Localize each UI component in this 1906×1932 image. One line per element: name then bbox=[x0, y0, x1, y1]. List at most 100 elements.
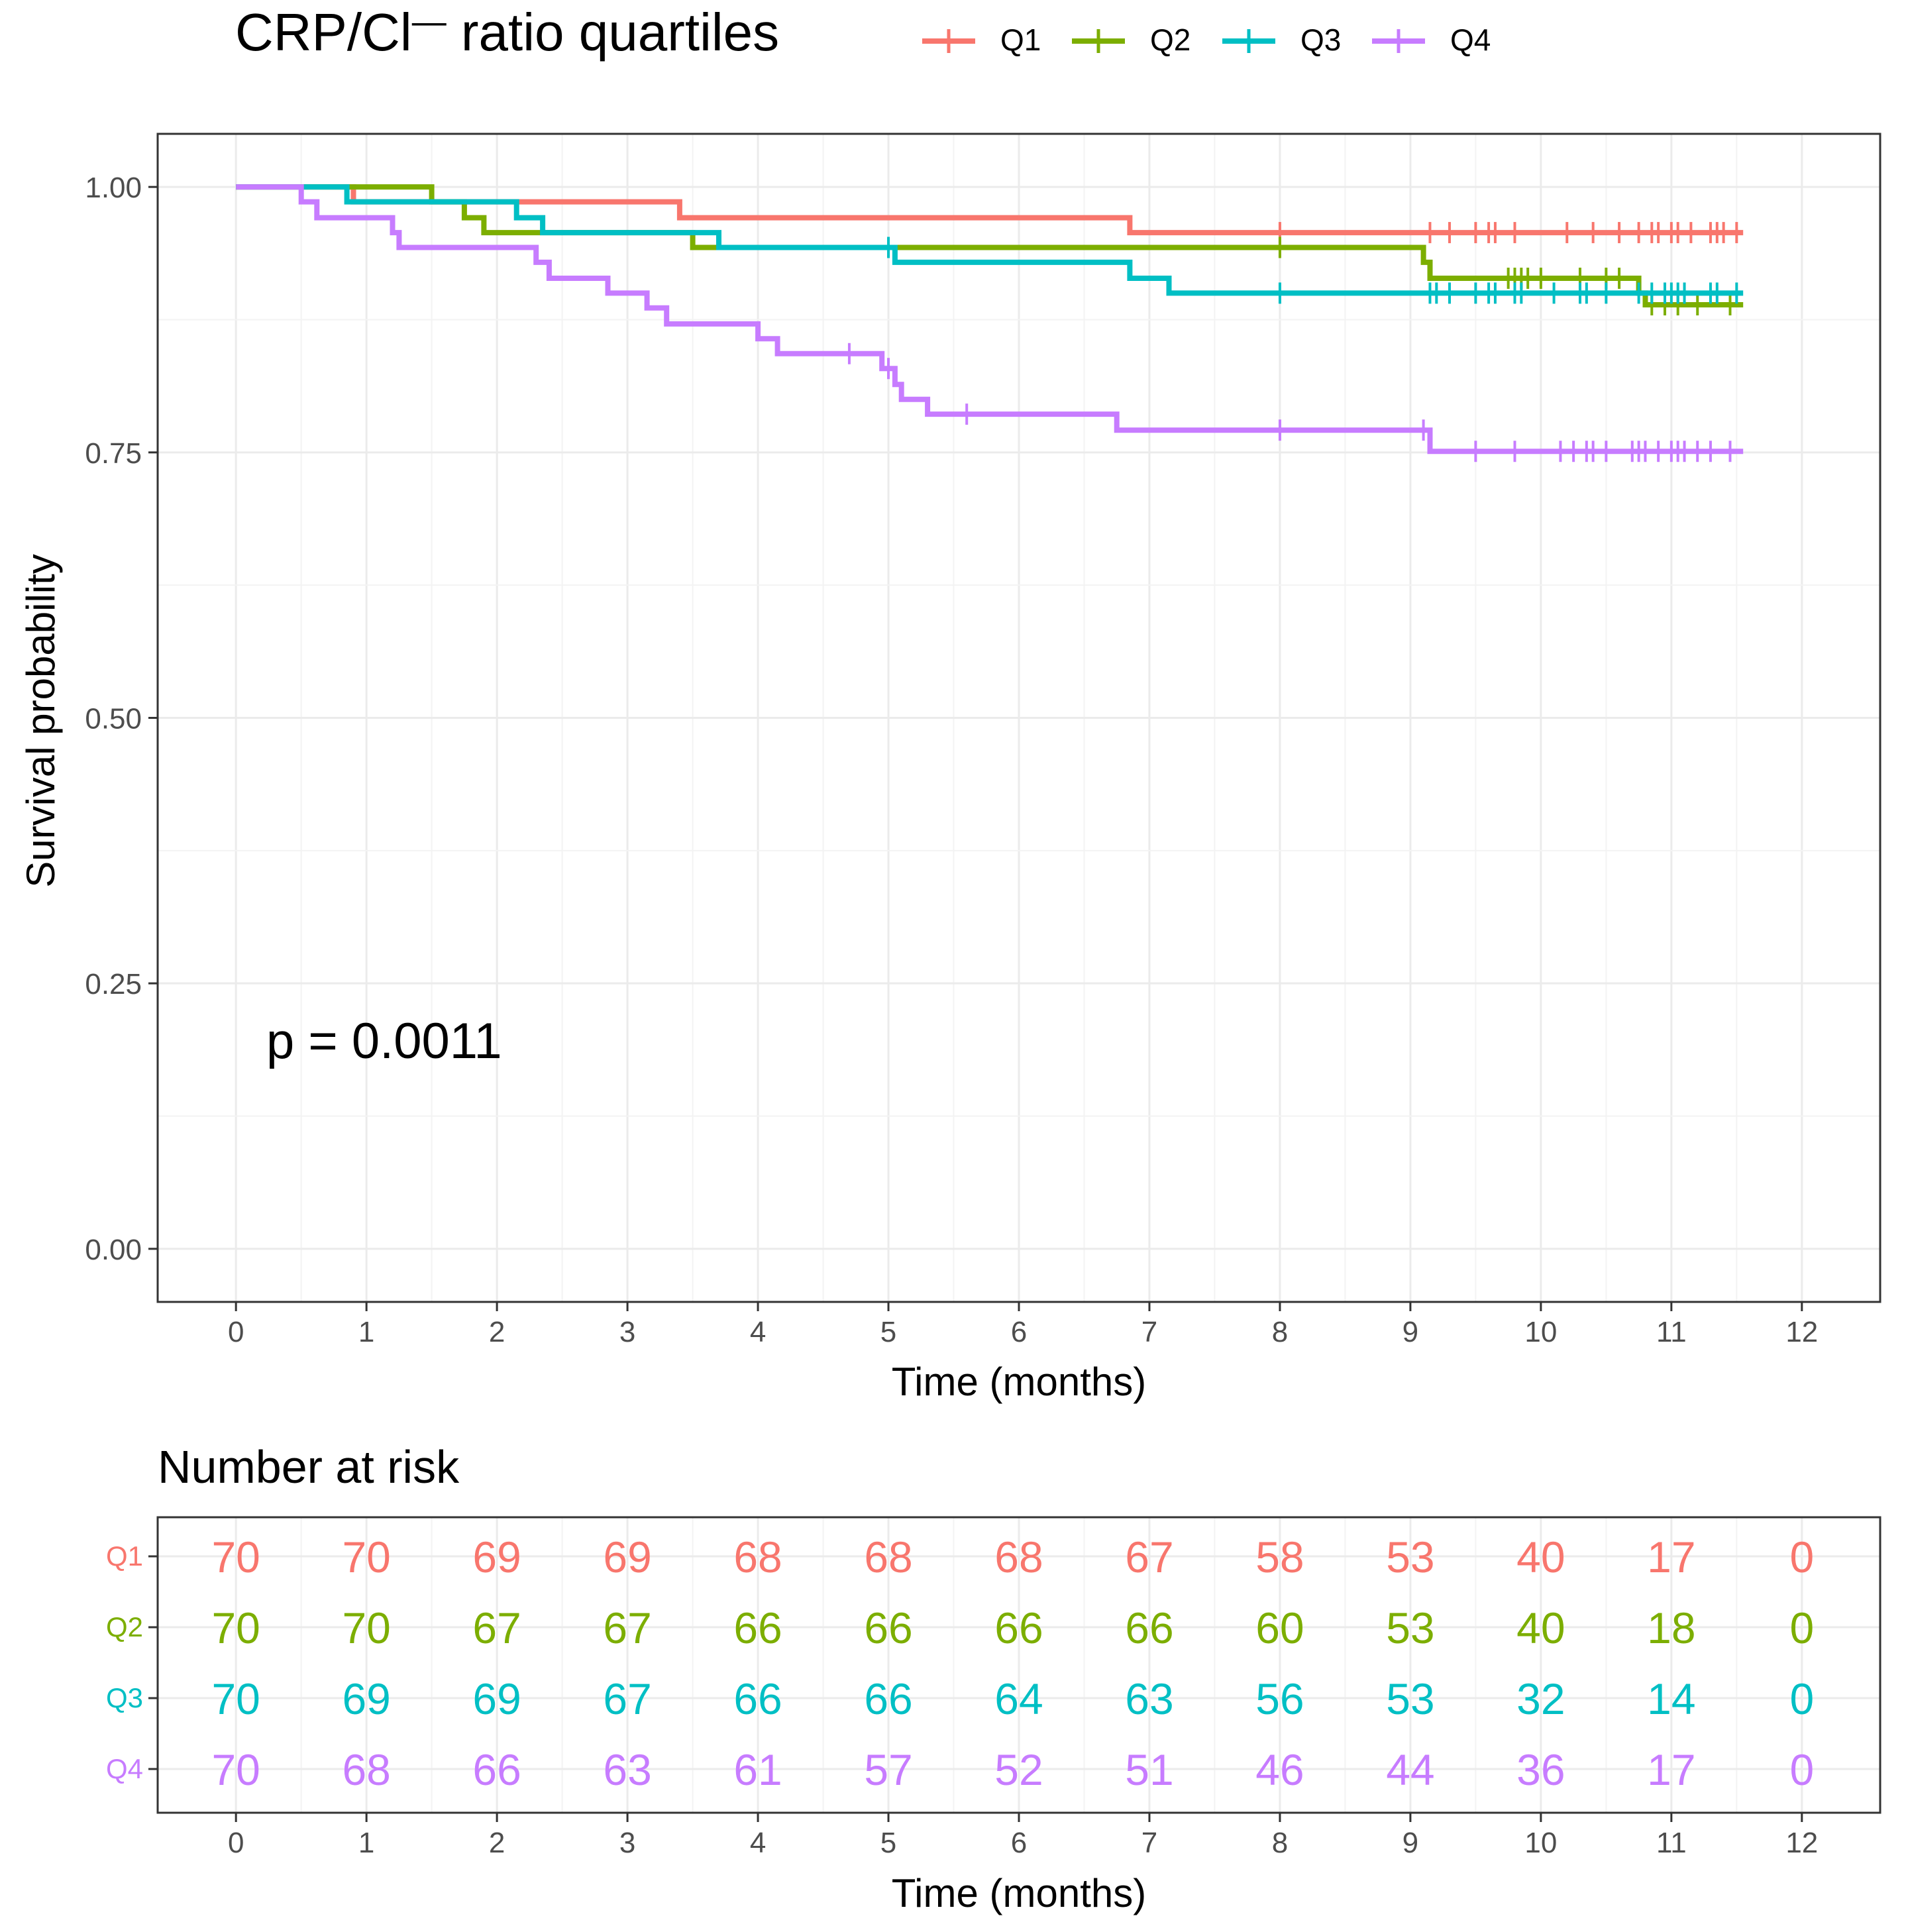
risk-cell: 68 bbox=[342, 1745, 390, 1794]
risk-cell: 0 bbox=[1789, 1674, 1814, 1723]
risk-cell: 67 bbox=[603, 1603, 651, 1652]
risk-cell: 0 bbox=[1789, 1603, 1814, 1652]
y-tick-label: 0.00 bbox=[85, 1234, 142, 1266]
risk-cell: 0 bbox=[1789, 1745, 1814, 1794]
risk-cell: 66 bbox=[864, 1674, 912, 1723]
risk-cell: 66 bbox=[864, 1603, 912, 1652]
x-tick-label: 8 bbox=[1272, 1316, 1288, 1348]
risk-table: Number at risk 70 70 69 69 68 68 68 67 58 53 40 17 0… bbox=[106, 1441, 1881, 1915]
legend-entry-q1: Q1 bbox=[922, 23, 1041, 57]
risk-cell: 17 bbox=[1647, 1745, 1695, 1794]
x-tick-label: 0 bbox=[228, 1316, 244, 1348]
x-tick-label: 7 bbox=[1141, 1316, 1157, 1348]
x-axis-ticks: 0 1 2 3 4 5 6 7 8 9 10 11 12 bbox=[228, 1302, 1818, 1348]
risk-cell: 40 bbox=[1516, 1603, 1565, 1652]
risk-x-tick-label: 6 bbox=[1011, 1827, 1027, 1859]
y-tick-label: 0.50 bbox=[85, 703, 142, 735]
y-axis-ticks: 0.00 0.25 0.50 0.75 1.00 bbox=[85, 172, 158, 1266]
risk-cell: 53 bbox=[1386, 1674, 1434, 1723]
x-tick-label: 10 bbox=[1524, 1316, 1557, 1348]
risk-cell: 57 bbox=[864, 1745, 912, 1794]
risk-cell: 18 bbox=[1647, 1603, 1695, 1652]
risk-cells: 70 70 69 69 68 68 68 67 58 53 40 17 0 70 70 67 67 66 66 66 6… bbox=[211, 1532, 1814, 1794]
risk-table-title: Number at risk bbox=[158, 1441, 460, 1493]
curve-q3 bbox=[236, 184, 1744, 296]
risk-row-q2: 70 70 67 67 66 66 66 66 60 53 40 18 0 bbox=[211, 1603, 1814, 1652]
risk-cell: 66 bbox=[733, 1674, 782, 1723]
risk-cell: 69 bbox=[472, 1674, 521, 1723]
y-tick-label: 0.75 bbox=[85, 437, 142, 470]
x-tick-label: 1 bbox=[358, 1316, 374, 1348]
risk-cell: 63 bbox=[1125, 1674, 1173, 1723]
risk-cell: 60 bbox=[1255, 1603, 1304, 1652]
risk-cell: 66 bbox=[994, 1603, 1043, 1652]
y-tick-label: 0.25 bbox=[85, 968, 142, 1000]
risk-row-label: Q2 bbox=[106, 1611, 143, 1642]
x-tick-label: 12 bbox=[1785, 1316, 1818, 1348]
survival-curves bbox=[236, 184, 1744, 462]
risk-x-tick-label: 2 bbox=[489, 1827, 505, 1859]
risk-cell: 58 bbox=[1255, 1532, 1304, 1582]
risk-cell: 70 bbox=[211, 1603, 260, 1652]
risk-cell: 64 bbox=[994, 1674, 1043, 1723]
risk-cell: 56 bbox=[1255, 1674, 1304, 1723]
legend-entry-q2: Q2 bbox=[1072, 23, 1191, 57]
risk-cell: 44 bbox=[1386, 1745, 1434, 1794]
legend-label: Q1 bbox=[1000, 23, 1041, 57]
risk-cell: 36 bbox=[1516, 1745, 1565, 1794]
risk-cell: 61 bbox=[733, 1745, 782, 1794]
risk-x-tick-label: 1 bbox=[358, 1827, 374, 1859]
risk-cell: 69 bbox=[342, 1674, 390, 1723]
risk-cell: 70 bbox=[211, 1532, 260, 1582]
main-grid bbox=[158, 134, 1880, 1302]
risk-cell: 70 bbox=[211, 1745, 260, 1794]
survival-panel: 0.000.250.500.751.00 0 1 2 3 4 5 6 7 8 9 10 11 12 p … bbox=[19, 133, 1881, 1404]
x-tick-label: 3 bbox=[619, 1316, 635, 1348]
risk-x-tick-label: 8 bbox=[1272, 1827, 1288, 1859]
risk-x-tick-label: 12 bbox=[1785, 1827, 1818, 1859]
risk-cell: 0 bbox=[1789, 1532, 1814, 1582]
risk-cell: 67 bbox=[603, 1674, 651, 1723]
risk-cell: 53 bbox=[1386, 1603, 1434, 1652]
curve-q4 bbox=[236, 184, 1744, 455]
risk-x-tick-label: 5 bbox=[880, 1827, 896, 1859]
risk-cell: 46 bbox=[1255, 1745, 1304, 1794]
x-tick-label: 6 bbox=[1011, 1316, 1027, 1348]
risk-cell: 70 bbox=[342, 1603, 390, 1652]
risk-cell: 69 bbox=[603, 1532, 651, 1582]
risk-cell: 66 bbox=[733, 1603, 782, 1652]
x-tick-label: 9 bbox=[1403, 1316, 1418, 1348]
risk-cell: 68 bbox=[864, 1532, 912, 1582]
risk-cell: 53 bbox=[1386, 1532, 1434, 1582]
legend: CRP/Cl— ratio quartiles Q1 Q2 Q3 Q4 bbox=[235, 3, 1491, 62]
legend-label: Q3 bbox=[1300, 23, 1341, 57]
risk-x-tick-label: 7 bbox=[1141, 1827, 1157, 1859]
risk-row-q4: 70 68 66 63 61 57 52 51 46 44 36 17 0 bbox=[211, 1745, 1814, 1794]
x-tick-label: 2 bbox=[489, 1316, 505, 1348]
x-tick-label: 4 bbox=[750, 1316, 766, 1348]
legend-title-main: CRP/Cl bbox=[235, 3, 412, 62]
risk-cell: 51 bbox=[1125, 1745, 1173, 1794]
risk-cell: 70 bbox=[342, 1532, 390, 1582]
risk-row-label: Q3 bbox=[106, 1682, 143, 1713]
risk-x-tick-label: 3 bbox=[619, 1827, 635, 1859]
risk-cell: 67 bbox=[1125, 1532, 1173, 1582]
y-tick-label: 1.00 bbox=[85, 172, 142, 204]
risk-cell: 67 bbox=[472, 1603, 521, 1652]
risk-x-tick-label: 0 bbox=[228, 1827, 244, 1859]
risk-x-tick-label: 11 bbox=[1656, 1827, 1687, 1859]
risk-cell: 63 bbox=[603, 1745, 651, 1794]
risk-row-q3: 70 69 69 67 66 66 64 63 56 53 32 14 0 bbox=[211, 1674, 1814, 1723]
risk-cell: 68 bbox=[733, 1532, 782, 1582]
legend-entry-q3: Q3 bbox=[1222, 23, 1341, 57]
legend-title: CRP/Cl— ratio quartiles bbox=[235, 3, 779, 62]
legend-entry-q4: Q4 bbox=[1372, 23, 1491, 57]
x-tick-label: 11 bbox=[1656, 1316, 1687, 1348]
risk-cell: 66 bbox=[1125, 1603, 1173, 1652]
risk-cell: 40 bbox=[1516, 1532, 1565, 1582]
risk-row-labels: Q1 Q2 Q3 Q4 bbox=[106, 1540, 158, 1784]
risk-x-tick-label: 9 bbox=[1403, 1827, 1418, 1859]
risk-row-label: Q4 bbox=[106, 1753, 143, 1784]
legend-title-rest: ratio quartiles bbox=[447, 3, 779, 62]
risk-row-q1: 70 70 69 69 68 68 68 67 58 53 40 17 0 bbox=[211, 1532, 1814, 1582]
